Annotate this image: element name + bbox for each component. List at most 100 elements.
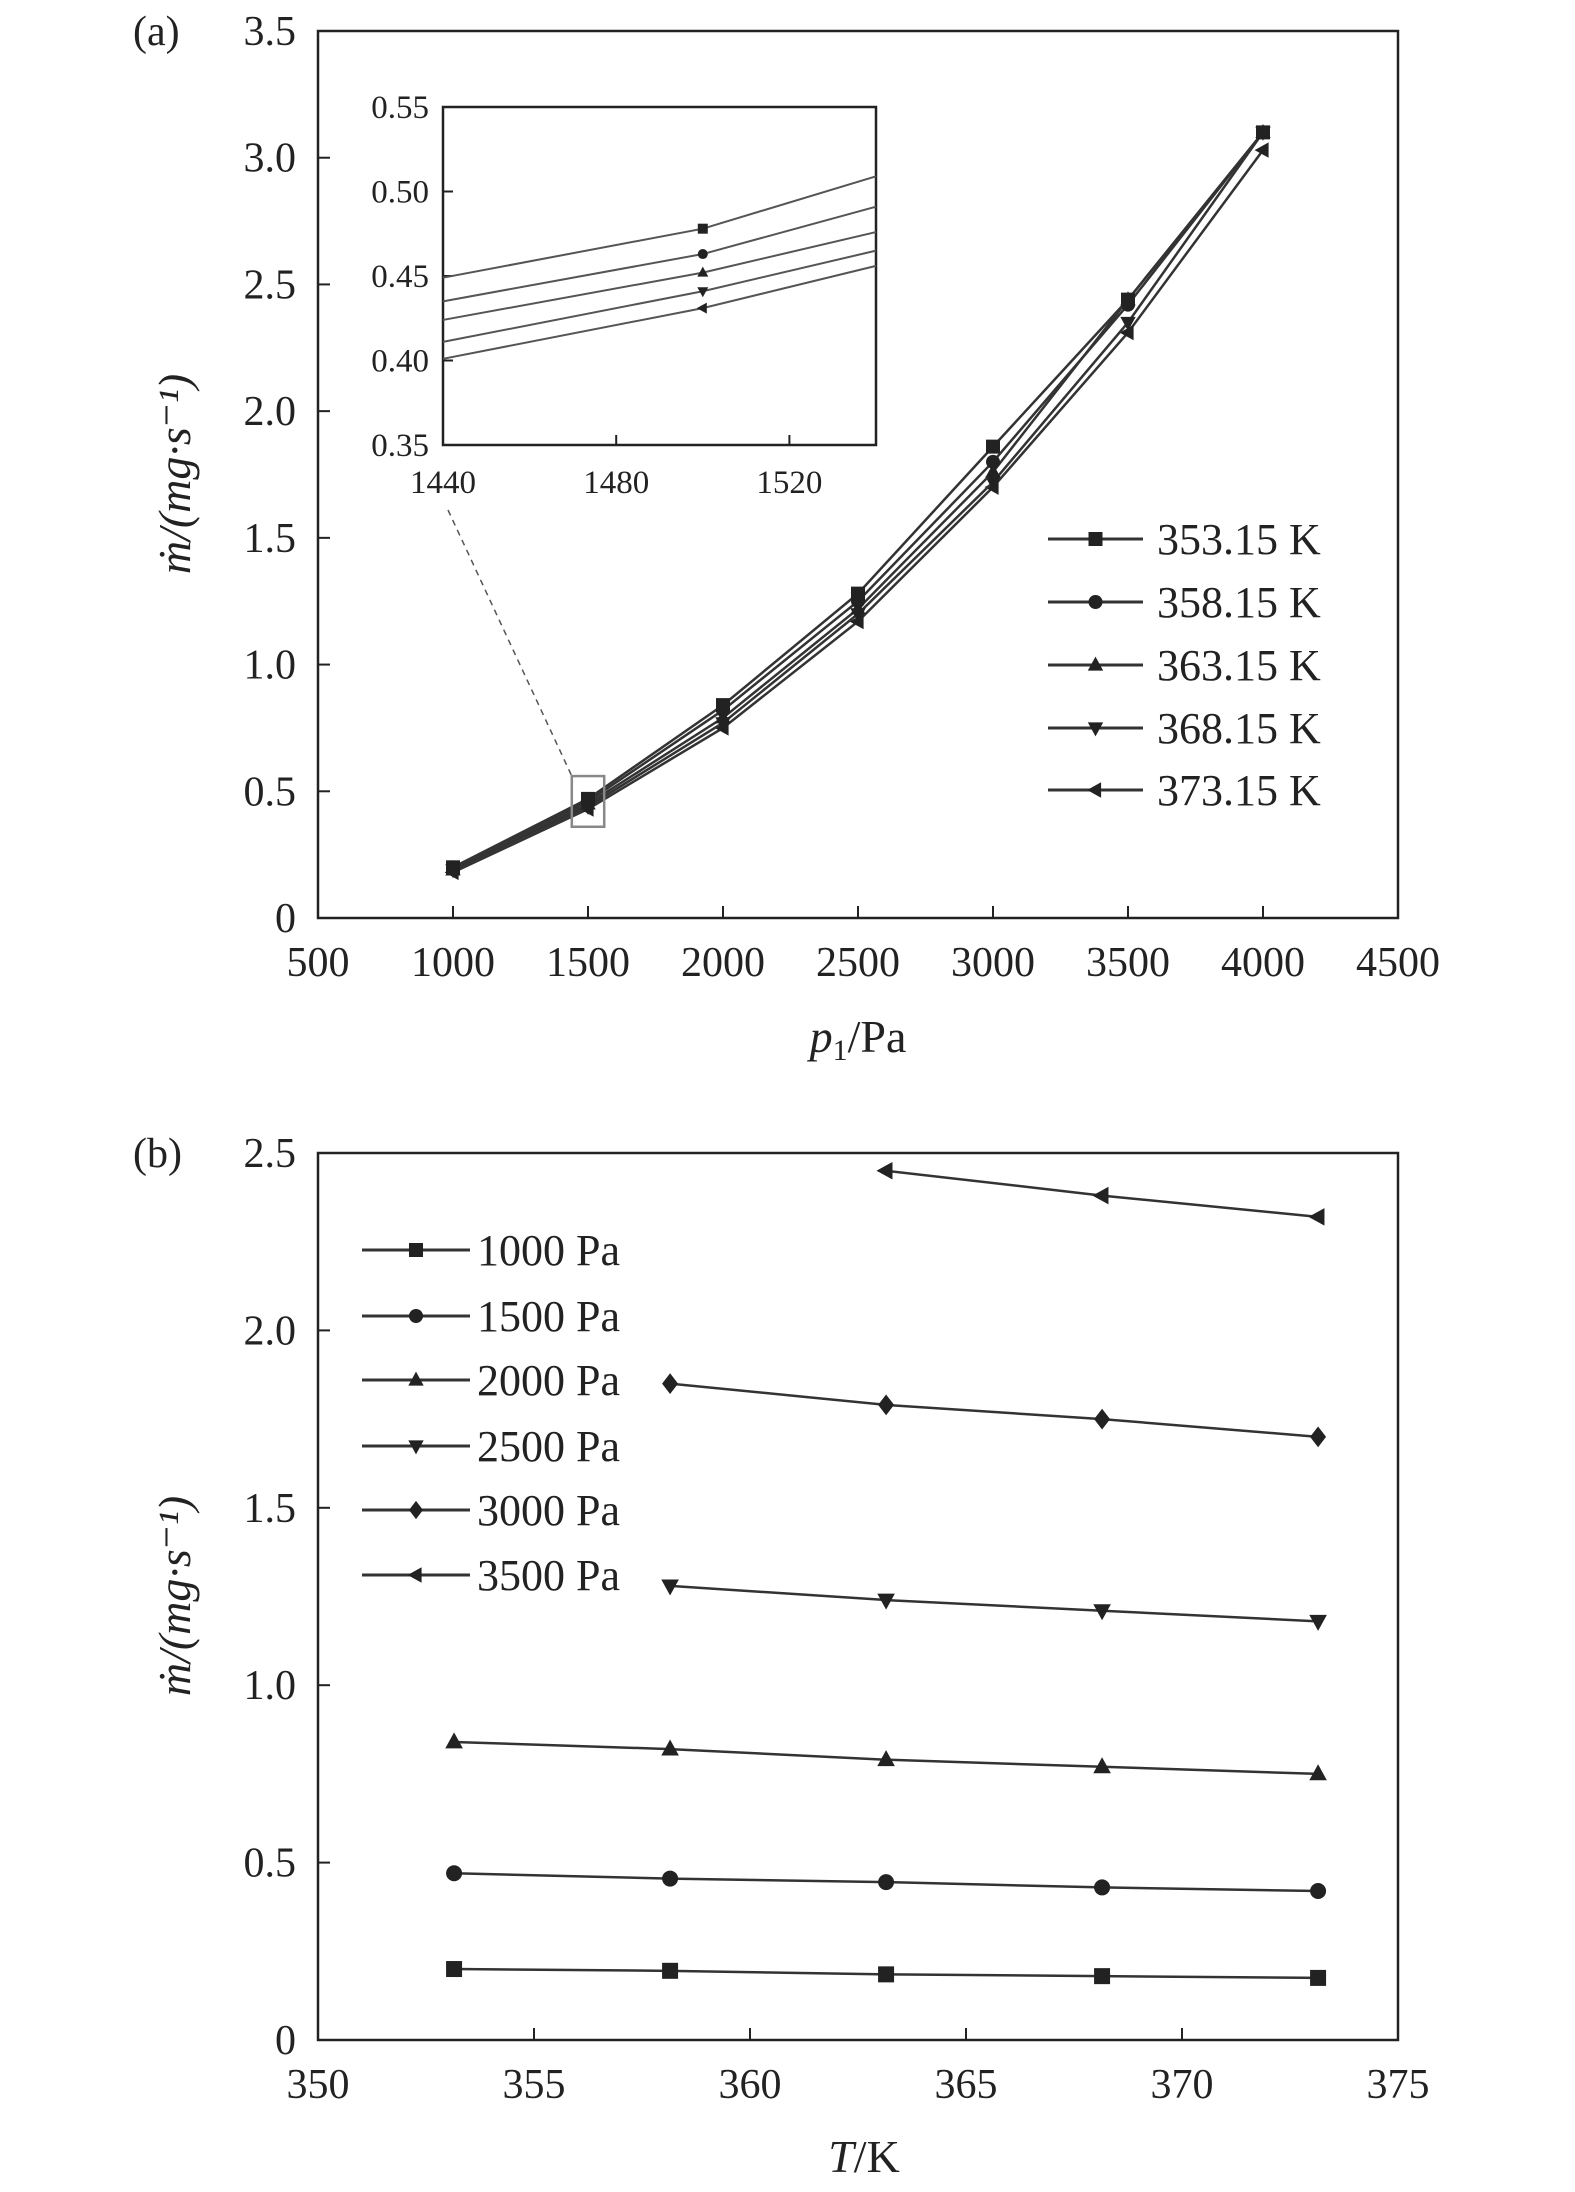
- data-point: [1310, 1882, 1327, 1899]
- y-tick-label-a: 3.5: [244, 9, 297, 55]
- y-axis-label-b: ṁ/(mg·s⁻¹): [149, 1496, 200, 1696]
- data-point: [1093, 1604, 1111, 1621]
- data-point: [1119, 324, 1134, 341]
- x-tick-label-b: 350: [287, 2062, 350, 2108]
- y-tick-label-a: 0.5: [244, 769, 297, 815]
- data-point: [985, 476, 1001, 491]
- data-point: [1120, 316, 1136, 331]
- x-label-sub-a: 1: [833, 1034, 848, 1067]
- data-point: [1310, 1969, 1327, 1986]
- data-point: [1308, 1208, 1325, 1226]
- panel-label-b: (b): [133, 1131, 182, 1177]
- data-point: [1092, 1186, 1109, 1205]
- data-point: [446, 860, 460, 875]
- zoom-connector-line: [447, 509, 573, 777]
- legend-marker: [409, 1309, 423, 1323]
- legend-entry: 358.15 K: [1048, 578, 1321, 627]
- x-tick-label-a: 2000: [681, 940, 765, 986]
- series-line: [669, 1382, 1319, 1439]
- inset-data-point: [697, 223, 708, 234]
- data-point: [1256, 125, 1270, 140]
- y-tick-label-a: 2.0: [244, 389, 297, 435]
- data-point: [985, 463, 1001, 478]
- legend-entry: 2000 Pa: [362, 1356, 620, 1405]
- series-353-15-K: [446, 125, 1270, 875]
- inset-series: [442, 175, 877, 279]
- inset-series: [442, 231, 877, 321]
- x-tick-label-a: 500: [287, 940, 350, 986]
- y-tick-label-b: 1.5: [244, 1486, 297, 1532]
- y-tick-label-b: 1.0: [244, 1663, 297, 1709]
- inset-y-tick-label: 0.55: [371, 90, 429, 126]
- y-tick-label-a: 1.5: [244, 516, 297, 562]
- x-tick-label-b: 355: [503, 2062, 566, 2108]
- legend-marker: [1087, 722, 1104, 737]
- x-tick-label-a: 2500: [816, 940, 900, 986]
- y-tick-label-a: 0: [275, 896, 296, 942]
- legend-entry: 368.15 K: [1048, 704, 1321, 753]
- data-point: [878, 1966, 895, 1983]
- legend-marker: [407, 1567, 422, 1583]
- inset-data-point: [697, 249, 708, 260]
- legend-entry: 363.15 K: [1048, 641, 1321, 690]
- data-point: [661, 1579, 679, 1596]
- data-point: [662, 1962, 679, 1979]
- legend-marker: [408, 1371, 424, 1386]
- legend-entry: 2500 Pa: [362, 1422, 620, 1471]
- data-point: [1254, 142, 1269, 158]
- data-point: [581, 791, 595, 806]
- legend-entry: 1000 Pa: [362, 1226, 620, 1275]
- chart-a: (a) ṁ/(mg·s⁻¹) p1/Pa 500 1000 1500 2000 2500…: [133, 9, 1440, 1067]
- x-tick-label-a: 1500: [546, 940, 630, 986]
- y-tick-label-a: 2.5: [244, 262, 297, 308]
- plot-frame-b: [316, 1151, 1400, 2042]
- data-point: [662, 1870, 679, 1887]
- inset-data-point: [697, 266, 709, 277]
- x-tick-label-b: 360: [719, 2062, 782, 2108]
- series-2000-Pa: [445, 1732, 1327, 1781]
- data-point: [1094, 1408, 1111, 1430]
- y-tick-label-b: 0.5: [244, 1841, 297, 1887]
- legend-marker: [1088, 595, 1103, 609]
- data-point: [986, 439, 1000, 454]
- inset-x-tick-label: 1520: [756, 465, 822, 501]
- legend-marker: [409, 1243, 423, 1257]
- y-tick-label-b: 2.5: [244, 1131, 297, 1177]
- legend-label: 3000 Pa: [477, 1486, 620, 1535]
- x-tick-label-b: 375: [1367, 2062, 1430, 2108]
- legend-label: 3500 Pa: [477, 1551, 620, 1600]
- x-label-unit-b: /K: [854, 2131, 900, 2182]
- legend-marker: [1087, 782, 1102, 798]
- data-point: [876, 1161, 893, 1180]
- x-axis-label-a: p1/Pa: [807, 1011, 907, 1067]
- legend-entry: 3500 Pa: [362, 1551, 620, 1600]
- data-point: [446, 1865, 463, 1882]
- x-label-var-b: T: [828, 2131, 857, 2182]
- data-point: [662, 1373, 679, 1395]
- legend-label: 1500 Pa: [477, 1292, 620, 1341]
- inset-data-point: [696, 302, 707, 314]
- legend-entry: 3000 Pa: [362, 1486, 620, 1535]
- data-point: [877, 1593, 895, 1610]
- inset-y-tick-label: 0.50: [371, 175, 429, 211]
- legend-marker: [409, 1500, 423, 1520]
- panel-label-a: (a): [133, 9, 180, 55]
- y-tick-label-b: 0: [275, 2018, 296, 2064]
- data-point: [1309, 1764, 1327, 1781]
- y-axis-label-a: ṁ/(mg·s⁻¹): [149, 374, 200, 574]
- x-label-var-a: p: [807, 1011, 833, 1062]
- data-point: [851, 586, 865, 601]
- x-tick-label-b: 365: [935, 2062, 998, 2108]
- inset-series: [442, 264, 877, 360]
- data-point: [878, 1874, 895, 1891]
- legend-marker: [1087, 656, 1104, 671]
- data-point: [1121, 292, 1135, 307]
- data-point: [1309, 1614, 1327, 1631]
- data-point: [877, 1750, 895, 1767]
- x-label-unit-a: /Pa: [848, 1011, 907, 1062]
- x-tick-label-a: 4000: [1221, 940, 1305, 986]
- data-point: [878, 1394, 895, 1416]
- x-tick-label-b: 370: [1151, 2062, 1214, 2108]
- x-tick-label-a: 3000: [951, 940, 1035, 986]
- data-point: [445, 1732, 463, 1749]
